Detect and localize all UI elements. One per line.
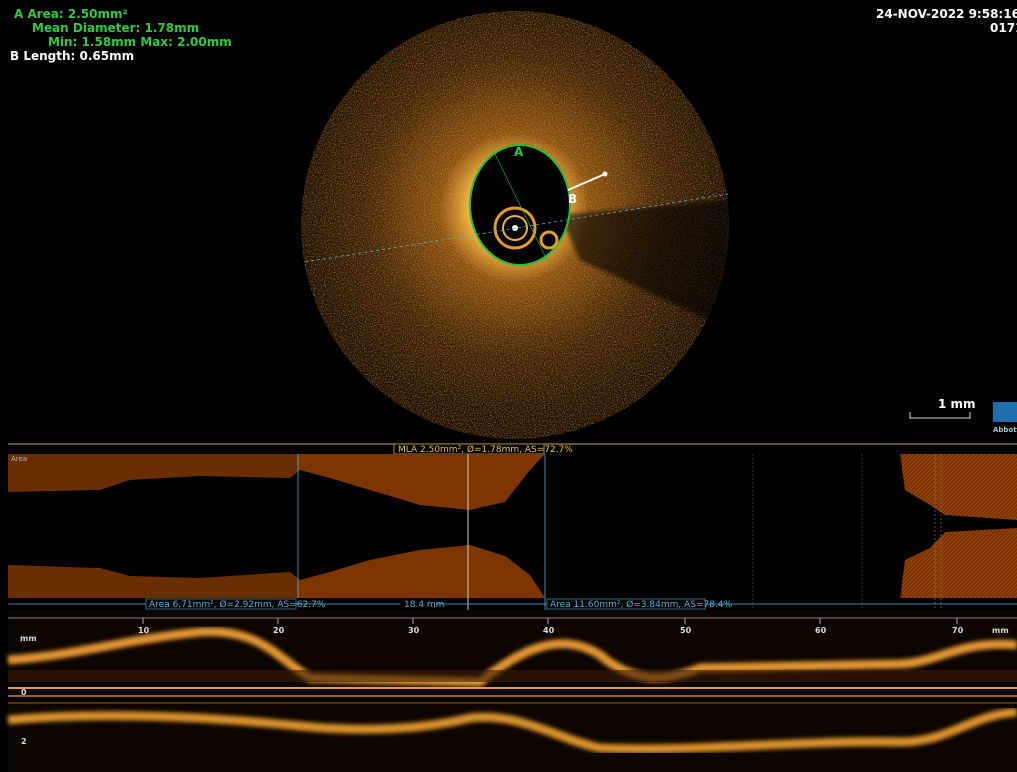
min-max: Min: 1.58mm Max: 2.00mm — [48, 35, 232, 49]
scale-label: 1 mm — [938, 397, 976, 411]
x-unit: mm — [992, 626, 1009, 635]
mean-diameter: Mean Diameter: 1.78mm — [32, 21, 199, 35]
y-tick-label: 0 — [21, 688, 27, 697]
area-measure: A Area: 2.50mm² — [14, 7, 128, 21]
x-tick-label: 70 — [952, 626, 964, 635]
proximal-label: Area 6.71mm², Ø=2.92mm, AS=62.7% — [149, 599, 326, 610]
label-b: B — [568, 192, 577, 206]
logo-mark — [993, 402, 1017, 422]
oct-viewer: A B A Area: 2.50mm² Mean Diameter: 1.78m… — [0, 0, 1017, 772]
page: {"measurements": {"a_area": "A Area: 2.5… — [0, 0, 1017, 772]
distal-label: Area 11.60mm², Ø=3.84mm, AS=78.4% — [550, 599, 733, 610]
cross-section: A B — [300, 10, 730, 440]
longitudinal-view — [8, 610, 1017, 772]
wall-shadow — [8, 670, 1017, 682]
x-tick-label: 20 — [273, 626, 285, 635]
profile-title: Area — [11, 455, 27, 463]
x-tick-label: 50 — [680, 626, 692, 635]
logo-text: Abbott — [993, 426, 1017, 434]
scale-bar — [910, 412, 970, 418]
length-label: 18.4 mm — [404, 600, 444, 610]
x-tick-label: 10 — [138, 626, 150, 635]
x-tick-label: 40 — [543, 626, 555, 635]
x-tick-label: 60 — [815, 626, 827, 635]
length-measure: B Length: 0.65mm — [10, 49, 134, 63]
y-tick-label: 2 — [21, 737, 27, 746]
length-b-end — [603, 172, 608, 177]
label-a: A — [514, 145, 524, 159]
x-tick-label: 30 — [408, 626, 420, 635]
datetime: 24-NOV-2022 9:58:16 AM — [876, 7, 1017, 21]
mla-label: MLA 2.50mm², Ø=1.78mm, AS=72.7% — [398, 444, 573, 455]
y-unit: mm — [20, 634, 37, 643]
